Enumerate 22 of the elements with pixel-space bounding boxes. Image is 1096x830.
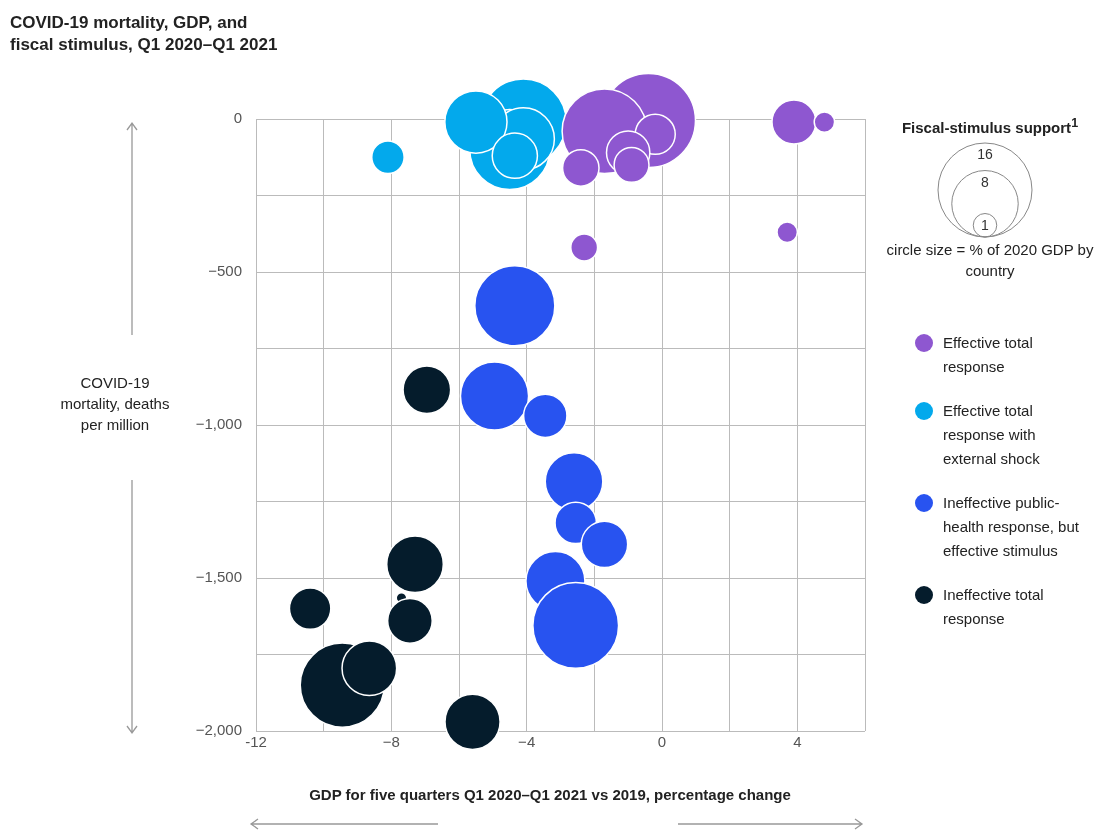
x-tick-label: -12 (245, 733, 267, 751)
y-tick-label: −1,000 (195, 415, 242, 433)
x-tick-label: 0 (657, 733, 667, 751)
y-tick-label: −2,000 (195, 721, 242, 739)
y-tick-label: −500 (208, 262, 242, 280)
legend-label: Effective total response (943, 333, 1034, 377)
legend-label: 8 (981, 173, 990, 190)
x-axis-title: GDP for five quarters Q1 2020–Q1 2021 vs 2019, percentage change (308, 785, 792, 805)
legend-label: 1 (981, 217, 990, 234)
legend-title: Fiscal-stimulus support$^{1}$ (900, 115, 1080, 138)
x-tick-label: −4 (518, 733, 536, 751)
y-tick-label: −1,500 (195, 568, 242, 586)
chart-title: COVID-19 mortality, GDP, and fiscal stimulus, Q1 2020–Q1 2021 (10, 12, 279, 56)
legend-label: Ineffective total response (943, 585, 1045, 629)
y-axis-title: COVID-19 mortality, deaths per million (60, 373, 170, 435)
legend-label: Effective total response with external shock (943, 401, 1041, 469)
text: circle size = % of 2020 GDP by country (885, 240, 1095, 281)
y-tick-label: 0 (233, 109, 242, 127)
legend-label: Ineffective public-health response, but effective stimulus (943, 493, 1080, 561)
x-tick-label: −8 (382, 733, 400, 751)
x-tick-label: 4 (793, 733, 802, 751)
legend-label: 16 (977, 146, 993, 162)
